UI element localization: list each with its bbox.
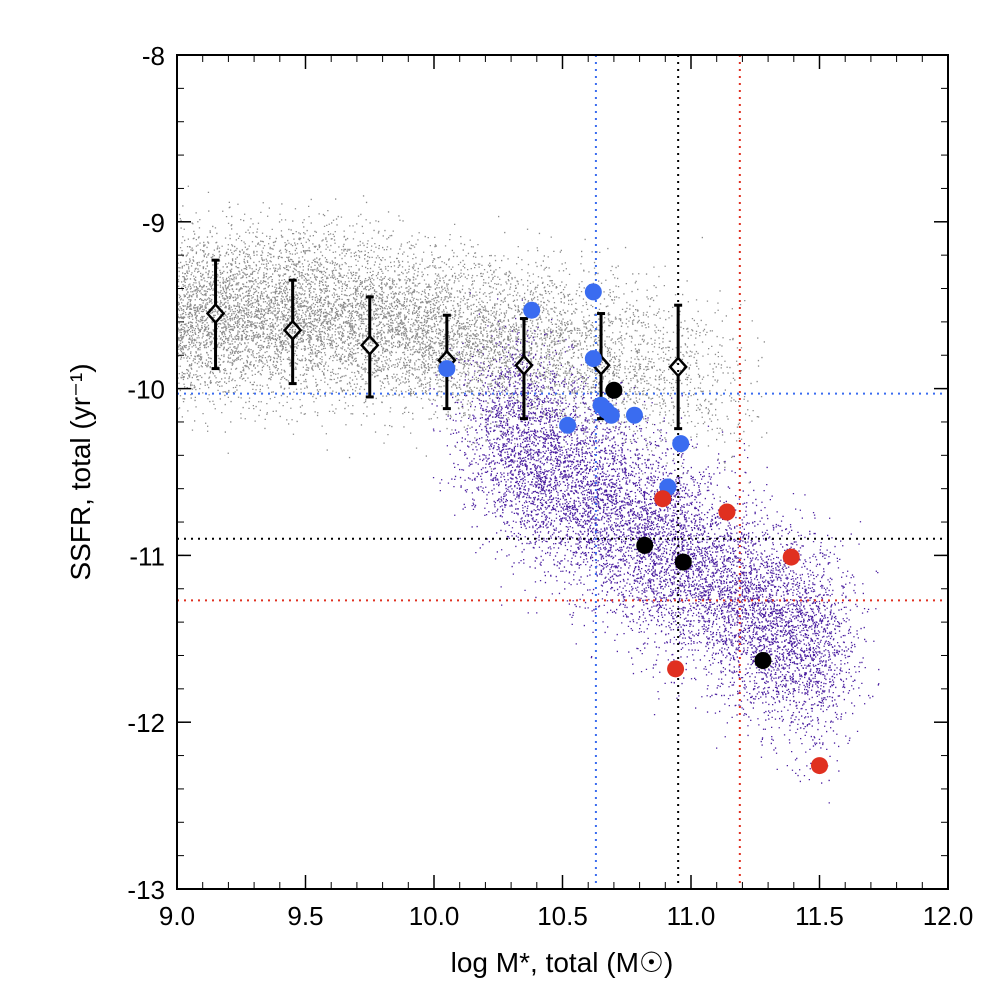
- red-galaxies-point: [718, 503, 736, 521]
- blue-galaxies-point: [584, 350, 602, 368]
- black-galaxies-point: [754, 651, 772, 669]
- blue-galaxies-point: [559, 416, 577, 434]
- axis-ticks: [176, 54, 949, 890]
- median-diamond: [205, 302, 226, 325]
- x-tick-label: 12.0: [923, 901, 974, 931]
- y-tick-label: -11: [129, 541, 165, 571]
- median-diamond: [668, 356, 688, 378]
- median-marker: [205, 258, 226, 371]
- blue-galaxies-point: [625, 406, 643, 424]
- y-tick-label: -13: [127, 875, 165, 905]
- black-galaxies-point: [636, 536, 654, 554]
- x-tick-label: 10.5: [537, 901, 588, 931]
- x-tick-label: 11.5: [795, 901, 844, 931]
- black-galaxies-point: [674, 553, 692, 571]
- y-tick-label: -9: [142, 208, 165, 238]
- median-marker: [668, 303, 688, 431]
- median-marker: [514, 317, 534, 421]
- y-tick-label: -10: [127, 375, 165, 405]
- blue-galaxies-point: [672, 435, 690, 453]
- black-galaxies-point: [605, 381, 623, 399]
- blue-galaxies-point: [584, 283, 602, 301]
- median-diamond: [514, 354, 534, 377]
- x-tick-label: 11.0: [667, 901, 716, 931]
- red-galaxies-point: [782, 548, 800, 566]
- median-marker: [360, 295, 380, 399]
- blue-galaxies-point: [602, 406, 620, 424]
- red-galaxies-point: [811, 757, 828, 775]
- x-tick-labels: 9.0 9.5 10.0 10.5 11.0 11.5 12.0: [159, 901, 973, 931]
- median-diamond: [360, 334, 380, 357]
- x-axis-label: log M*, total (M☉): [451, 947, 674, 978]
- blue-galaxies-point: [438, 360, 456, 378]
- galaxy-points: [438, 283, 828, 775]
- x-tick-label: 10.0: [409, 901, 460, 931]
- red-galaxies-point: [667, 660, 685, 678]
- median-diamond: [282, 319, 303, 342]
- y-tick-labels: -8 -9 -10 -11 -12 -13: [127, 41, 165, 905]
- median-marker: [282, 278, 303, 386]
- blue-galaxies-point: [523, 301, 541, 319]
- y-tick-label: -8: [142, 41, 165, 71]
- y-axis-label: SSFR, total (yr⁻¹): [65, 363, 96, 580]
- reference-lines: [177, 55, 948, 889]
- y-tick-label: -12: [127, 708, 165, 738]
- red-galaxies-point: [654, 490, 672, 508]
- x-tick-label: 9.5: [287, 901, 323, 931]
- x-tick-label: 9.0: [159, 901, 195, 931]
